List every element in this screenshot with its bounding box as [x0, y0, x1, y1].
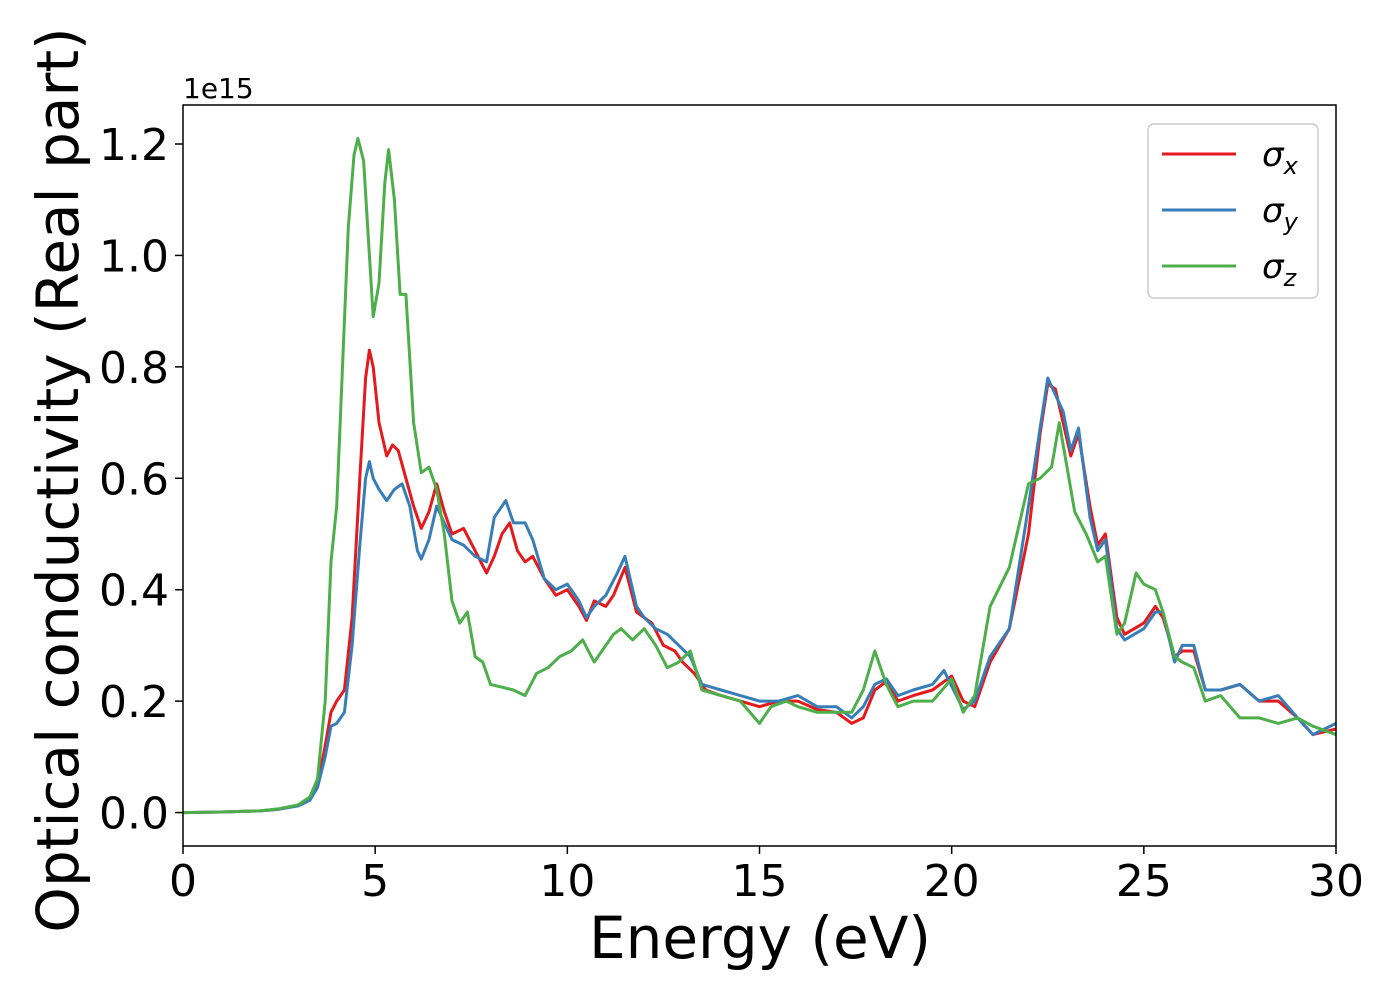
- y-tick-label: 0.6: [99, 454, 169, 505]
- legend-label-y: σy: [1262, 191, 1299, 236]
- y-tick-label: 0.2: [99, 677, 169, 728]
- y-tick-label: 1.2: [99, 120, 169, 171]
- x-axis-label: Energy (eV): [589, 904, 931, 972]
- x-tick-label: 30: [1308, 856, 1364, 907]
- y-tick-label: 0.8: [99, 343, 169, 394]
- x-tick-label: 5: [361, 856, 389, 907]
- legend-label-z: σz: [1262, 247, 1298, 292]
- y-tick-label: 0.4: [99, 566, 169, 617]
- legend: σx σy σz: [1147, 123, 1319, 299]
- x-tick-label: 20: [924, 856, 980, 907]
- y-tick-label: 1.0: [99, 231, 169, 282]
- x-tick-label: 15: [732, 856, 788, 907]
- series-line-y: [183, 376, 1336, 815]
- series-line-z: [183, 136, 1336, 815]
- plot-area: [183, 136, 1336, 815]
- y-tick-label: 0.0: [99, 789, 169, 840]
- y-offset-label: 1e15: [183, 72, 254, 105]
- legend-label-x: σx: [1262, 135, 1299, 180]
- x-tick-label: 0: [169, 856, 197, 907]
- series-line-x: [183, 348, 1336, 815]
- y-axis-label: Optical conductivity (Real part): [24, 27, 92, 932]
- axes-group: 0 5 10 15 20 25 30 0.0 0.2 0.4 0.6 0.8 1.0 1.2: [99, 104, 1364, 907]
- x-tick-label: 25: [1116, 856, 1172, 907]
- x-tick-label: 10: [539, 856, 595, 907]
